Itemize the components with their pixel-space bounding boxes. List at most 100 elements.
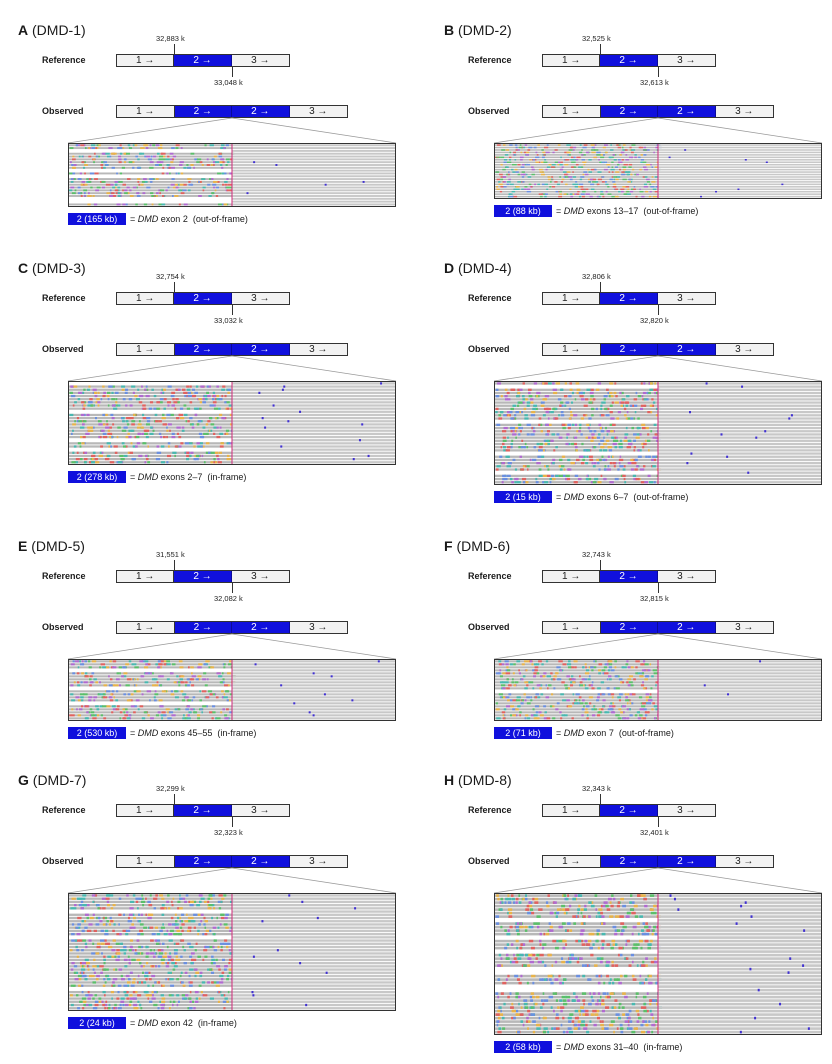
soft-clip-base — [610, 144, 612, 146]
soft-clip-base — [623, 163, 628, 166]
soft-clip-base — [604, 181, 607, 183]
soft-clip-base — [200, 897, 205, 900]
soft-clip-base — [529, 458, 532, 462]
soft-clip-base — [627, 442, 633, 446]
soft-clip-base — [172, 398, 175, 401]
soft-clip-base — [118, 923, 120, 926]
exon-range: exons 6–7 — [586, 492, 629, 502]
soft-clip-base — [566, 171, 571, 173]
soft-clip-base — [597, 946, 600, 950]
soft-clip-base — [501, 149, 506, 151]
soft-clip-base — [513, 188, 518, 191]
soft-clip-base — [532, 953, 536, 957]
soft-clip-base — [88, 178, 92, 181]
aligned-read — [658, 894, 821, 897]
observed-segment-4: 3 → — [715, 622, 773, 633]
soft-clip-base — [511, 481, 514, 484]
soft-clip-base — [166, 678, 170, 681]
soft-clip-base — [645, 439, 647, 442]
soft-clip-base — [99, 1000, 104, 1003]
mismatch-base — [715, 190, 718, 193]
soft-clip-base — [108, 385, 113, 388]
soft-clip-base — [189, 442, 193, 445]
soft-clip-base — [619, 915, 624, 918]
soft-clip-base — [515, 901, 518, 904]
soft-clip-base — [612, 186, 617, 188]
soft-clip-base — [85, 672, 88, 675]
aligned-read — [232, 678, 395, 681]
soft-clip-base — [132, 894, 136, 897]
soft-clip-base — [654, 960, 658, 964]
soft-clip-base — [507, 974, 510, 978]
soft-clip-base — [123, 958, 128, 962]
soft-clip-base — [563, 978, 567, 981]
aligned-read — [232, 696, 395, 699]
aligned-read — [658, 714, 821, 717]
soft-clip-base — [214, 461, 218, 464]
soft-clip-base — [113, 445, 118, 448]
soft-clip-base — [513, 151, 517, 154]
clipped-read — [69, 708, 232, 711]
soft-clip-base — [591, 708, 595, 711]
soft-clip-base — [171, 994, 174, 997]
soft-clip-base — [102, 984, 106, 987]
soft-clip-base — [88, 401, 93, 404]
soft-clip-base — [583, 908, 587, 911]
soft-clip-base — [134, 435, 137, 439]
soft-clip-base — [619, 168, 621, 171]
soft-clip-base — [521, 439, 524, 442]
soft-clip-base — [624, 957, 628, 960]
soft-clip-base — [642, 663, 646, 666]
soft-clip-base — [649, 183, 652, 186]
soft-clip-base — [588, 171, 593, 173]
soft-clip-base — [519, 711, 522, 714]
soft-clip-base — [95, 965, 100, 968]
soft-clip-base — [133, 1007, 138, 1010]
soft-clip-base — [101, 166, 106, 169]
soft-clip-base — [140, 952, 144, 955]
soft-clip-base — [496, 188, 500, 191]
soft-clip-base — [525, 953, 530, 957]
soft-clip-base — [615, 943, 618, 946]
soft-clip-base — [505, 978, 508, 981]
soft-clip-base — [175, 147, 179, 150]
soft-clip-base — [138, 945, 142, 949]
soft-clip-base — [577, 908, 580, 911]
soft-clip-base — [194, 457, 199, 461]
soft-clip-base — [618, 190, 621, 193]
soft-clip-base — [70, 684, 74, 687]
soft-clip-base — [520, 943, 523, 946]
soft-clip-base — [652, 195, 658, 198]
soft-clip-base — [570, 675, 574, 678]
soft-clip-base — [112, 708, 118, 711]
soft-clip-base — [118, 684, 121, 687]
observed-segment-2: 2 → — [174, 856, 232, 867]
soft-clip-base — [125, 684, 130, 687]
soft-clip-base — [181, 929, 184, 933]
soft-clip-base — [89, 678, 92, 681]
soft-clip-base — [150, 939, 154, 942]
soft-clip-base — [618, 458, 624, 462]
soft-clip-base — [539, 195, 543, 198]
aligned-read — [232, 955, 395, 958]
soft-clip-base — [545, 442, 549, 446]
aligned-read — [232, 666, 395, 669]
soft-clip-base — [180, 192, 185, 195]
soft-clip-base — [188, 183, 193, 186]
soft-clip-base — [651, 181, 656, 183]
soft-clip-base — [513, 154, 516, 156]
soft-clip-base — [200, 445, 203, 448]
soft-clip-base — [201, 690, 207, 693]
soft-clip-base — [568, 417, 572, 420]
soft-clip-base — [583, 684, 585, 687]
soft-clip-base — [555, 672, 559, 675]
soft-clip-base — [146, 663, 151, 666]
soft-clip-base — [540, 430, 544, 433]
aligned-read — [658, 414, 821, 417]
mismatch-base — [261, 416, 264, 420]
soft-clip-base — [509, 195, 514, 198]
soft-clip-base — [573, 166, 577, 168]
soft-clip-base — [615, 915, 620, 918]
soft-clip-base — [141, 180, 145, 183]
soft-clip-base — [524, 699, 527, 702]
